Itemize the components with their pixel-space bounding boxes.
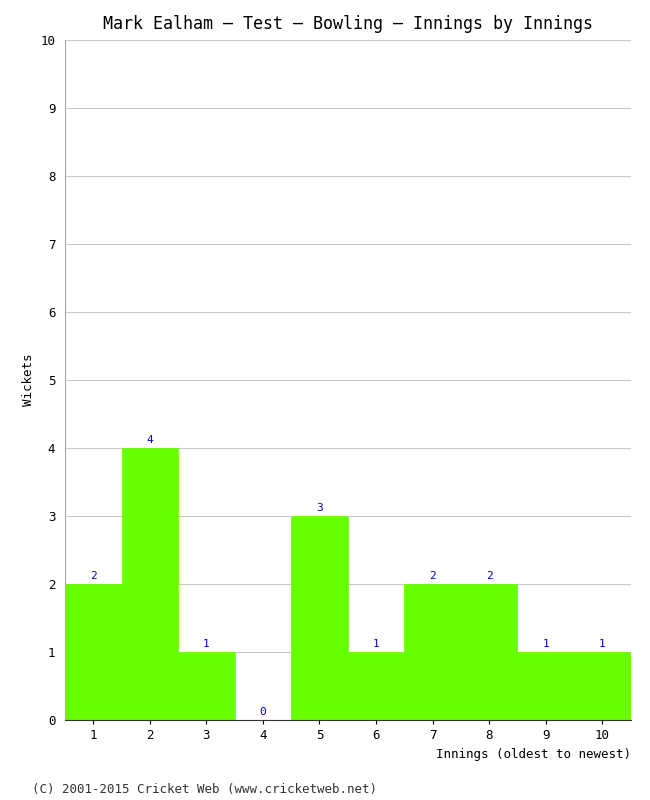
Text: 0: 0: [259, 706, 266, 717]
Bar: [122, 448, 178, 720]
Bar: [178, 652, 235, 720]
Text: 2: 2: [429, 570, 436, 581]
Text: 1: 1: [203, 638, 210, 649]
Y-axis label: Wickets: Wickets: [21, 354, 34, 406]
Bar: [461, 584, 517, 720]
Bar: [348, 652, 404, 720]
Bar: [65, 584, 122, 720]
Bar: [517, 652, 574, 720]
Bar: [574, 652, 630, 720]
Text: 3: 3: [316, 502, 323, 513]
Bar: [404, 584, 461, 720]
Title: Mark Ealham – Test – Bowling – Innings by Innings: Mark Ealham – Test – Bowling – Innings b…: [103, 15, 593, 33]
Text: 1: 1: [372, 638, 380, 649]
Text: 1: 1: [599, 638, 606, 649]
Text: 2: 2: [486, 570, 493, 581]
Bar: [291, 516, 348, 720]
X-axis label: Innings (oldest to newest): Innings (oldest to newest): [436, 747, 630, 761]
Text: 4: 4: [146, 434, 153, 445]
Text: 2: 2: [90, 570, 97, 581]
Text: (C) 2001-2015 Cricket Web (www.cricketweb.net): (C) 2001-2015 Cricket Web (www.cricketwe…: [32, 783, 378, 796]
Text: 1: 1: [542, 638, 549, 649]
